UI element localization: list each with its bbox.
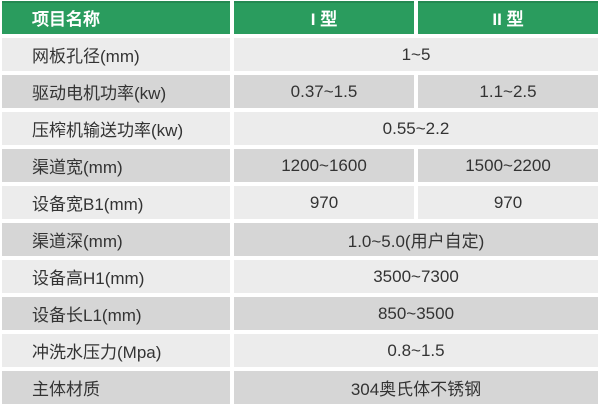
row-value-type2: 970 bbox=[418, 186, 598, 219]
row-value-type2: 1500~2200 bbox=[418, 149, 598, 182]
row-value-span: 3500~7300 bbox=[234, 260, 598, 293]
header-project-name: 项目名称 bbox=[2, 1, 230, 34]
row-value-span: 1.0~5.0(用户自定) bbox=[234, 223, 598, 256]
row-label: 驱动电机功率(kw) bbox=[2, 75, 230, 108]
row-label: 设备宽B1(mm) bbox=[2, 186, 230, 219]
row-label: 网板孔径(mm) bbox=[2, 38, 230, 71]
row-value-span: 850~3500 bbox=[234, 297, 598, 330]
row-value-type1: 970 bbox=[234, 186, 414, 219]
row-label: 冲洗水压力(Mpa) bbox=[2, 334, 230, 367]
row-label: 设备高H1(mm) bbox=[2, 260, 230, 293]
header-type-1: I 型 bbox=[234, 1, 414, 34]
row-value-span: 0.55~2.2 bbox=[234, 112, 598, 145]
row-label: 设备长L1(mm) bbox=[2, 297, 230, 330]
row-value-type1: 1200~1600 bbox=[234, 149, 414, 182]
row-value-span: 1~5 bbox=[234, 38, 598, 71]
row-label: 渠道深(mm) bbox=[2, 223, 230, 256]
row-value-span: 0.8~1.5 bbox=[234, 334, 598, 367]
row-label: 压榨机输送功率(kw) bbox=[2, 112, 230, 145]
row-value-type2: 1.1~2.5 bbox=[418, 75, 598, 108]
header-type-2: II 型 bbox=[418, 1, 598, 34]
row-label: 主体材质 bbox=[2, 371, 230, 404]
row-label: 渠道宽(mm) bbox=[2, 149, 230, 182]
row-value-type1: 0.37~1.5 bbox=[234, 75, 414, 108]
row-value-span: 304奥氏体不锈钢 bbox=[234, 371, 598, 404]
